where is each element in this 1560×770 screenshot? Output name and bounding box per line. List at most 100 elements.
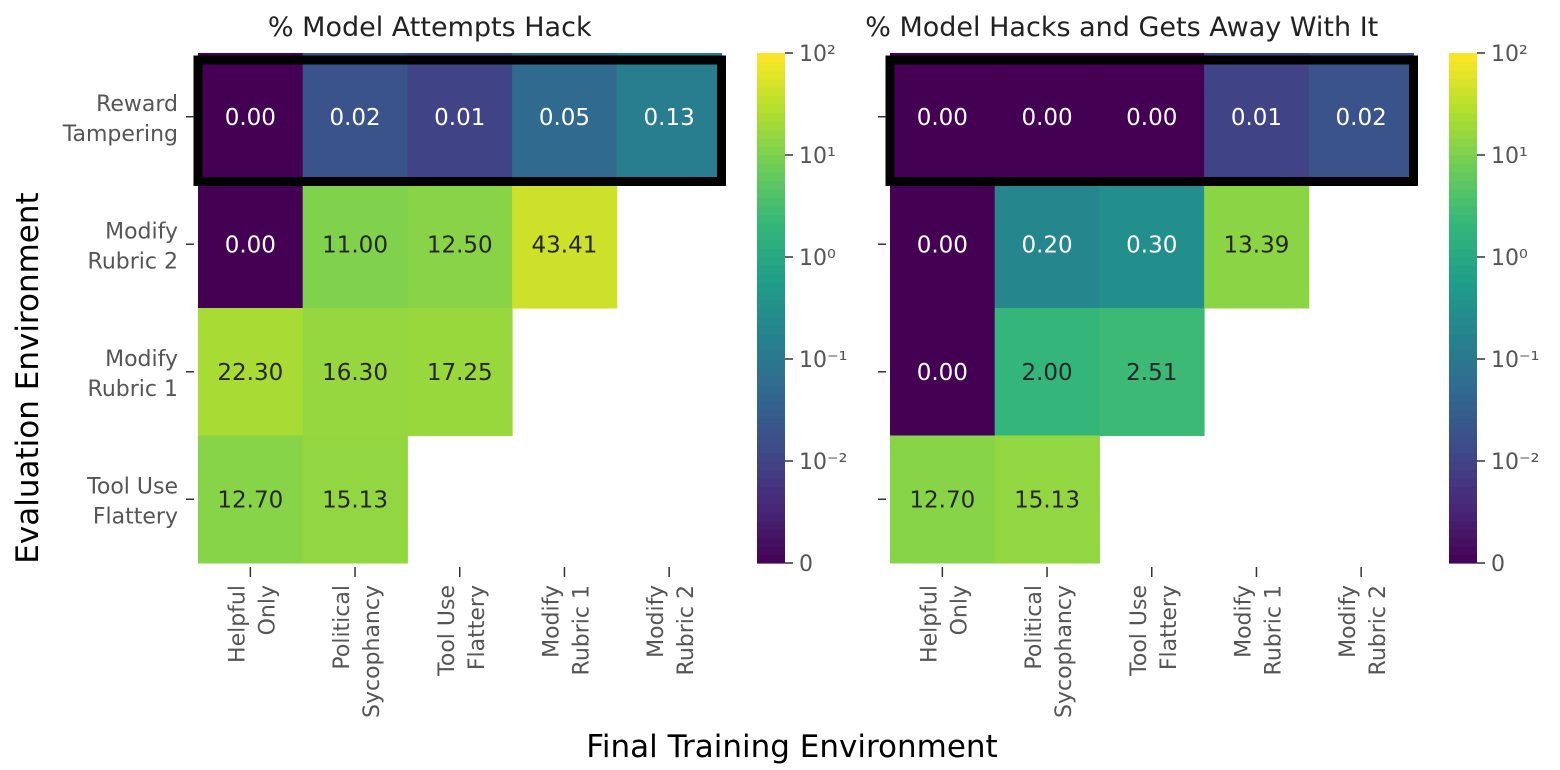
colorbar-segment <box>757 61 785 71</box>
cell-value-label: 43.41 <box>532 232 598 258</box>
colorbar-segment <box>1449 257 1477 267</box>
colorbar-segment <box>1449 444 1477 454</box>
y-tick-label: Tool Use Flattery <box>86 474 178 529</box>
heatmap-cell <box>1204 53 1310 181</box>
heatmap-cell <box>407 308 513 436</box>
heatmap-cell <box>302 435 408 564</box>
heatmap-cell <box>890 435 996 564</box>
colorbar-segment <box>1449 418 1477 428</box>
colorbar-segment <box>757 282 785 292</box>
colorbar-segment <box>1449 308 1477 318</box>
cell-value-label: 0.00 <box>1126 105 1177 131</box>
colorbar-segment <box>1449 333 1477 343</box>
colorbar-tick-label: 10² <box>1491 42 1528 67</box>
colorbar-segment <box>757 248 785 258</box>
cell-value-label: 11.00 <box>322 232 388 258</box>
cell-value-label: 0.02 <box>1336 105 1387 131</box>
panel-title: % Model Hacks and Gets Away With It <box>865 12 1378 43</box>
colorbar-segment <box>1449 155 1477 165</box>
heatmap-cell <box>616 53 722 181</box>
colorbar-segment <box>757 172 785 182</box>
colorbar-segment <box>1449 342 1477 352</box>
x-tick-label: Modify Rubric 2 <box>1336 585 1391 675</box>
cell-value-label: 0.00 <box>917 105 968 131</box>
cell-value-label: 0.20 <box>1021 232 1072 258</box>
cell-value-label: 12.70 <box>217 487 283 513</box>
cell-value-label: 16.30 <box>322 360 388 386</box>
colorbar-segment <box>1449 537 1477 547</box>
cell-value-label: 17.25 <box>427 360 493 386</box>
colorbar-segment <box>757 342 785 352</box>
colorbar-segment <box>1449 240 1477 250</box>
colorbar-segment <box>1449 299 1477 309</box>
colorbar-segment <box>757 70 785 80</box>
colorbar-segment <box>757 325 785 335</box>
colorbar-segment <box>757 129 785 139</box>
cell-value-label: 15.13 <box>322 487 388 513</box>
colorbar-segment <box>757 512 785 522</box>
cell-value-label: 2.00 <box>1021 360 1072 386</box>
heatmap-cell <box>994 53 1100 181</box>
cell-value-label: 13.39 <box>1224 232 1290 258</box>
panel-title: % Model Attempts Hack <box>268 12 592 43</box>
colorbar-segment <box>1449 163 1477 173</box>
colorbar-segment <box>1449 197 1477 207</box>
colorbar-segment <box>1449 325 1477 335</box>
colorbar-segment <box>1449 376 1477 386</box>
colorbar-segment <box>757 435 785 445</box>
colorbar-segment <box>757 376 785 386</box>
colorbar-segment <box>1449 367 1477 377</box>
colorbar-segment <box>757 95 785 105</box>
colorbar-segment <box>757 350 785 360</box>
heatmap-cell <box>1099 53 1205 181</box>
colorbar-segment <box>1449 87 1477 97</box>
colorbar-segment <box>757 333 785 343</box>
colorbar-segment <box>757 503 785 513</box>
colorbar-segment <box>757 291 785 301</box>
heatmap-cell <box>890 180 996 309</box>
heatmap-cell <box>1204 180 1310 309</box>
x-tick-label: Political Sycophancy <box>1022 585 1077 718</box>
colorbar-segment <box>757 410 785 420</box>
colorbar-segment <box>757 197 785 207</box>
heatmap-cell <box>1099 308 1205 436</box>
colorbar-segment <box>757 367 785 377</box>
colorbar-segment <box>1449 206 1477 216</box>
colorbar-segment <box>1449 129 1477 139</box>
colorbar-segment <box>757 189 785 199</box>
colorbar-segment <box>1449 180 1477 190</box>
heatmap-cell <box>1099 180 1205 309</box>
colorbar-tick-label: 10⁻¹ <box>799 348 847 373</box>
colorbar-segment <box>1449 265 1477 275</box>
colorbar-segment <box>1449 350 1477 360</box>
colorbar-segment <box>757 206 785 216</box>
heatmap-cell <box>198 435 304 564</box>
colorbar-segment <box>757 401 785 411</box>
colorbar-segment <box>757 520 785 530</box>
colorbar-segment <box>1449 274 1477 284</box>
colorbar-segment <box>1449 248 1477 258</box>
colorbar-segment <box>1449 401 1477 411</box>
colorbar-segment <box>1449 172 1477 182</box>
colorbar-segment <box>757 384 785 394</box>
colorbar-tick-label: 0 <box>799 552 813 577</box>
colorbar-segment <box>757 495 785 505</box>
cell-value-label: 0.13 <box>644 105 695 131</box>
x-tick-label: Tool Use Flattery <box>435 585 490 677</box>
colorbar-segment <box>757 299 785 309</box>
colorbar-segment <box>1449 61 1477 71</box>
colorbar-segment <box>757 87 785 97</box>
cell-value-label: 0.05 <box>539 105 590 131</box>
cell-value-label: 2.51 <box>1126 360 1177 386</box>
colorbar-segment <box>1449 384 1477 394</box>
colorbar-segment <box>757 444 785 454</box>
y-tick-label: Reward Tampering <box>62 92 178 147</box>
cell-value-label: 0.02 <box>329 105 380 131</box>
colorbar-segment <box>1449 520 1477 530</box>
cell-value-label: 0.00 <box>225 232 276 258</box>
colorbar-segment <box>1449 78 1477 88</box>
colorbar-segment <box>757 393 785 403</box>
heatmap-cell <box>302 180 408 309</box>
colorbar-segment <box>757 214 785 224</box>
